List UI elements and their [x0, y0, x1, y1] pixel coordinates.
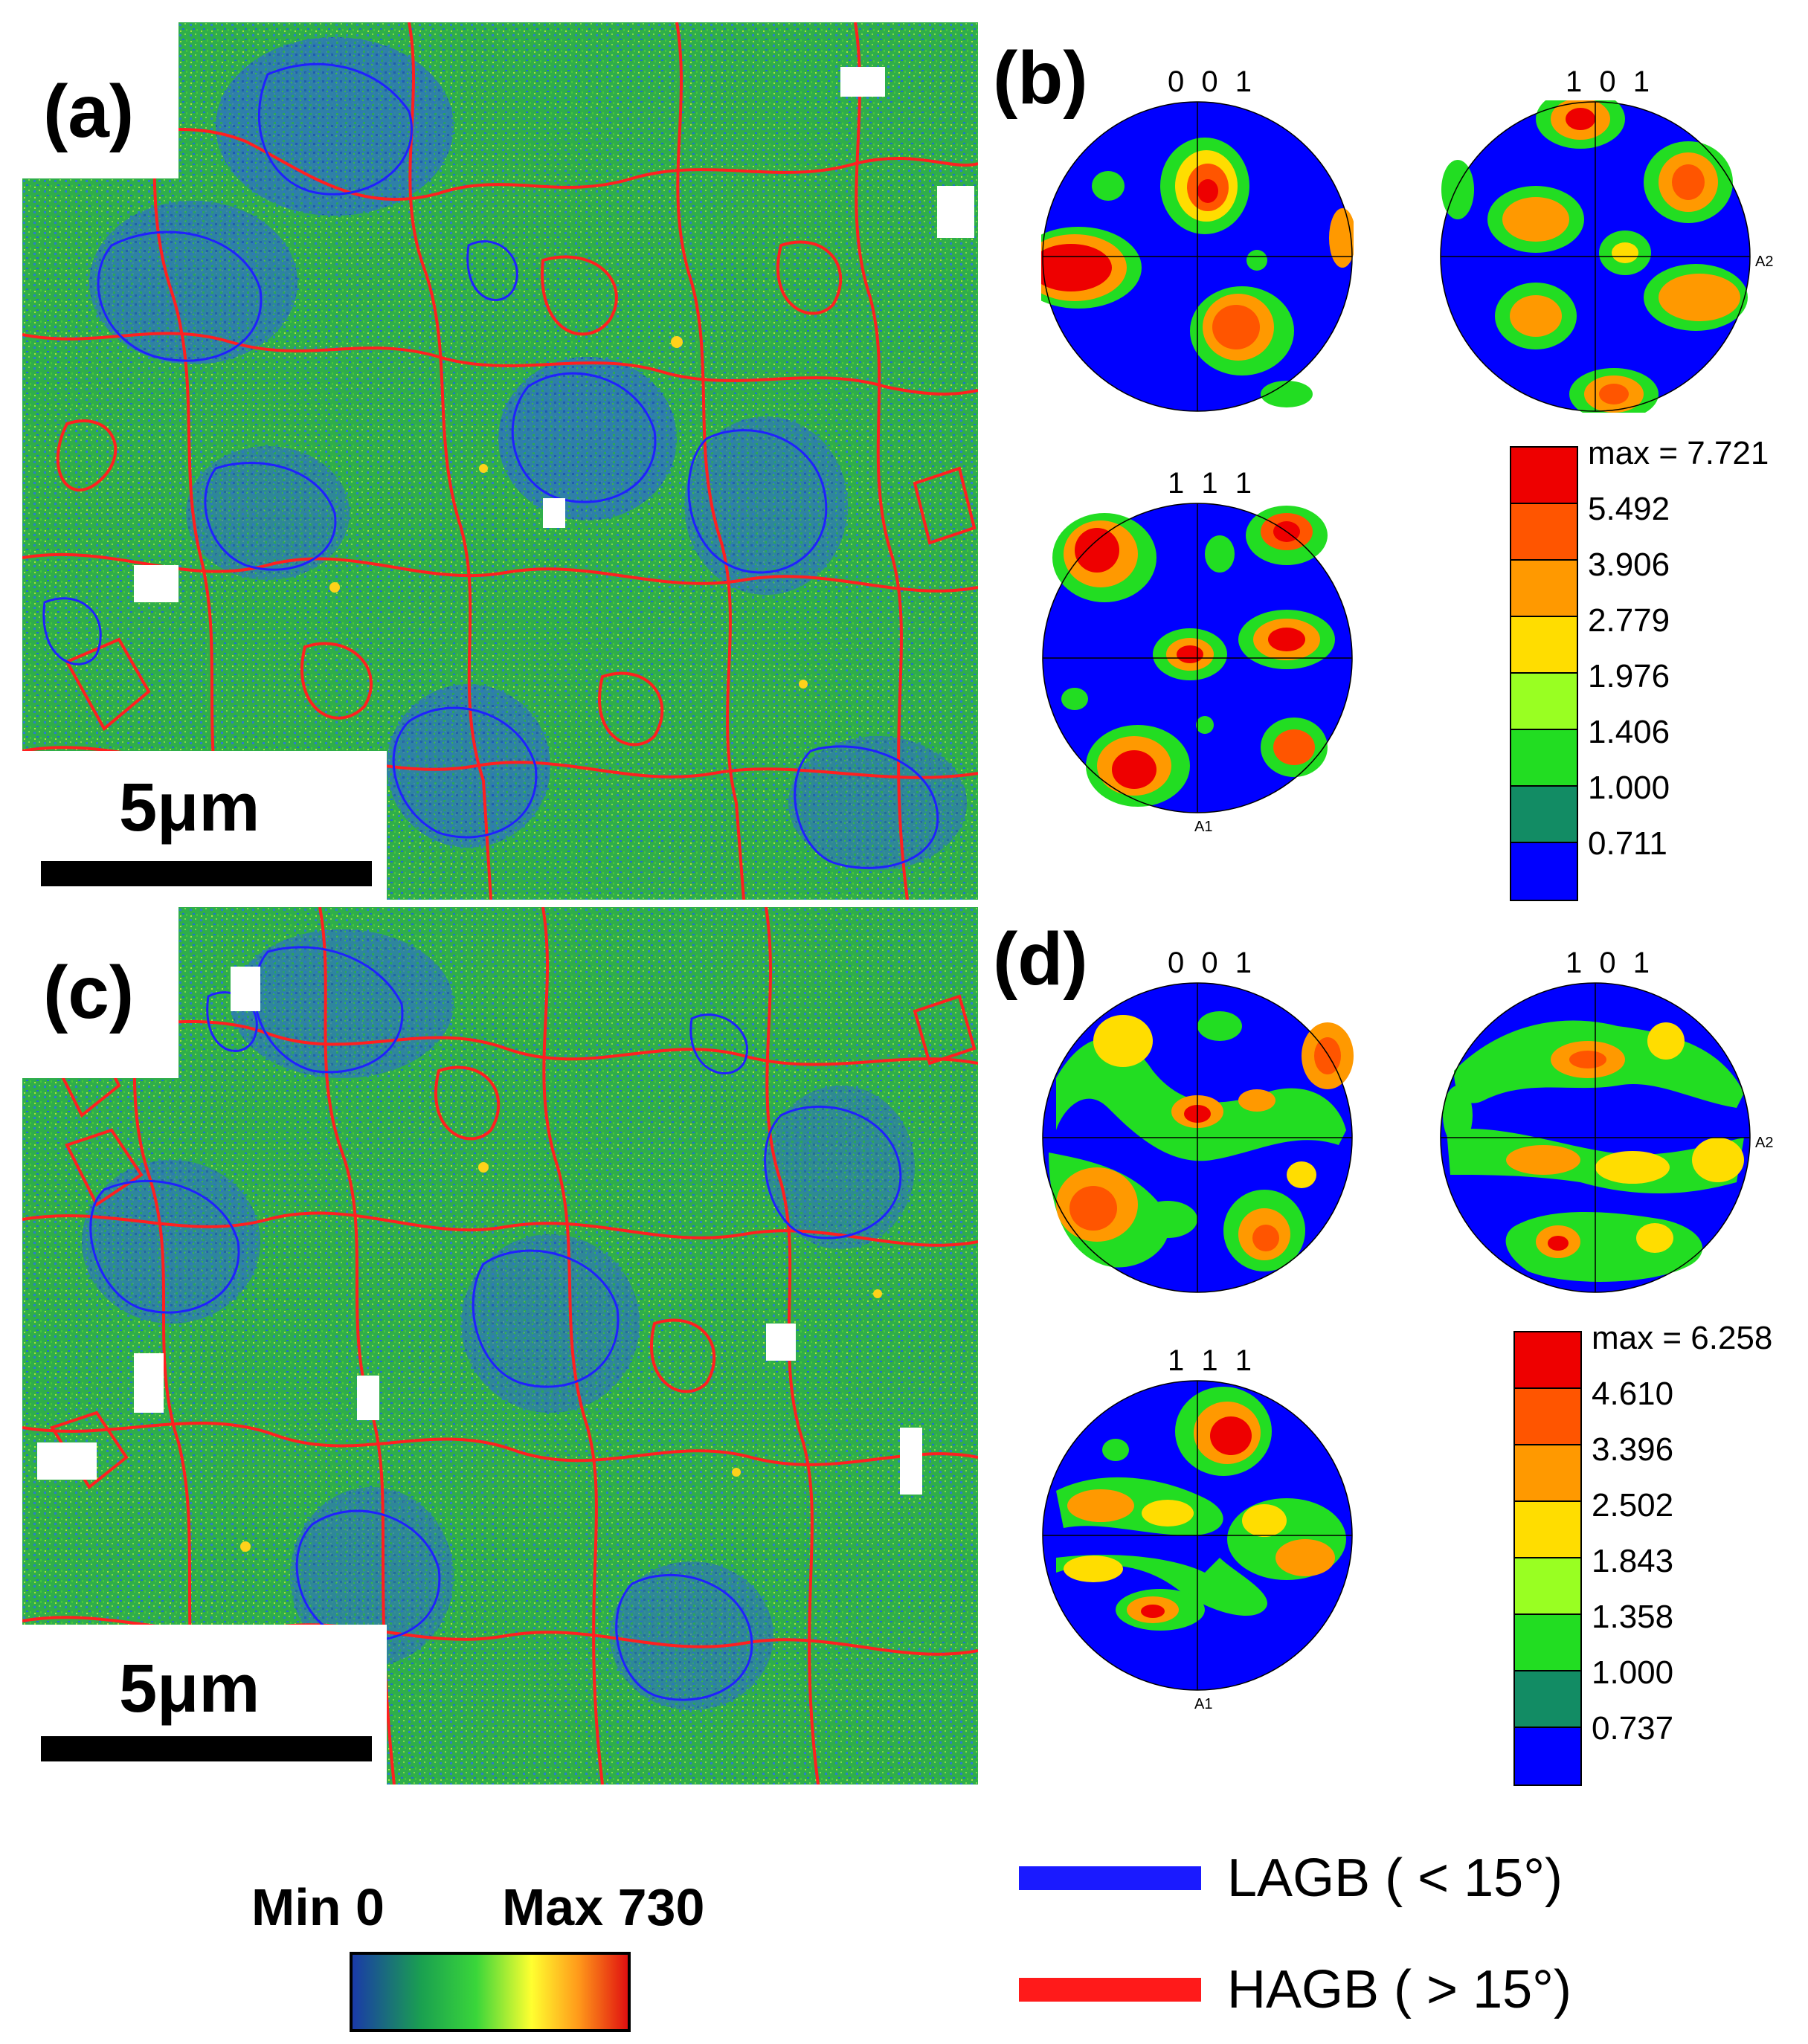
panel-label-b: (b)	[993, 36, 1088, 120]
colorbar-b-label-1: 5.492	[1588, 491, 1670, 527]
colorbar-d-level-2	[1515, 1671, 1580, 1728]
colorbar-b-label-3: 2.779	[1588, 602, 1670, 639]
pole-figure-b-001	[1041, 101, 1354, 412]
label-backdrop-c	[0, 900, 178, 1078]
colorbar-d-label-4: 1.843	[1592, 1543, 1674, 1579]
colorbar-d-level-3	[1515, 1615, 1580, 1671]
colorbar-d-level-5	[1515, 1502, 1580, 1558]
colorbar-b-label-6: 1.000	[1588, 770, 1670, 806]
pole-label-b-101: 1 0 1	[1566, 65, 1654, 98]
colorbar-b-level-7	[1511, 504, 1577, 561]
colorbar-d-level-6	[1515, 1445, 1580, 1502]
pole-figure-b-101	[1440, 100, 1751, 413]
colorbar-b-label-7: 0.711	[1588, 825, 1667, 862]
legend-lagb-label: LAGB ( < 15°)	[1227, 1848, 1563, 1908]
colorbar-d-label-2: 3.396	[1592, 1431, 1674, 1468]
pole-label-b-001: 0 0 1	[1168, 65, 1256, 98]
label-backdrop-a	[0, 0, 178, 178]
kam-colorbar	[350, 1952, 631, 2032]
kam-max-label: Max 730	[502, 1878, 705, 1936]
colorbar-d-label-1: 4.610	[1592, 1376, 1674, 1412]
scalebar-a	[41, 861, 372, 886]
legend-hagb-swatch	[1019, 1978, 1201, 2002]
scalebar-label-a: 5μm	[119, 770, 260, 845]
colorbar-d-label-0: max = 6.258	[1592, 1320, 1773, 1356]
pole-label-d-101: 1 0 1	[1566, 947, 1654, 979]
panel-label-c: (c)	[43, 951, 135, 1034]
axis-label-b-a1: A1	[1194, 819, 1213, 835]
panel-label-d: (d)	[993, 918, 1088, 1001]
colorbar-d-label-3: 2.502	[1592, 1487, 1674, 1524]
kam-min-label: Min 0	[251, 1878, 385, 1936]
colorbar-b-level-6	[1511, 561, 1577, 617]
colorbar-b-label-4: 1.976	[1588, 658, 1670, 694]
colorbar-b-label-5: 1.406	[1588, 714, 1670, 750]
pole-label-d-111: 1 1 1	[1168, 1344, 1256, 1377]
colorbar-b-label-2: 3.906	[1588, 547, 1670, 583]
colorbar-b-level-8	[1511, 448, 1577, 504]
colorbar-d-level-7	[1515, 1389, 1580, 1445]
pole-label-b-111: 1 1 1	[1168, 467, 1256, 500]
colorbar-d-label-5: 1.358	[1592, 1599, 1674, 1635]
colorbar-b	[1510, 446, 1578, 901]
colorbar-b-level-5	[1511, 617, 1577, 674]
axis-label-b-a2: A2	[1755, 254, 1774, 270]
pole-figure-d-101	[1440, 982, 1751, 1293]
legend-hagb-label: HAGB ( > 15°)	[1227, 1960, 1571, 2019]
pole-label-d-001: 0 0 1	[1168, 947, 1256, 979]
axis-label-d-a2: A2	[1755, 1135, 1774, 1151]
panel-label-a: (a)	[43, 70, 135, 153]
colorbar-b-level-3	[1511, 730, 1577, 787]
pole-figure-b-111	[1042, 503, 1353, 813]
scalebar-c	[41, 1736, 372, 1761]
pole-figure-d-111	[1042, 1380, 1353, 1691]
pole-figure-d-001	[1042, 982, 1354, 1293]
axis-label-d-a1: A1	[1194, 1696, 1213, 1712]
colorbar-d-label-6: 1.000	[1592, 1654, 1674, 1691]
colorbar-d-level-8	[1515, 1332, 1580, 1389]
scalebar-label-c: 5μm	[119, 1651, 260, 1727]
legend-lagb-swatch	[1019, 1866, 1201, 1890]
colorbar-d-label-7: 0.737	[1592, 1710, 1674, 1747]
colorbar-d	[1513, 1331, 1582, 1786]
colorbar-b-level-1	[1511, 843, 1577, 900]
colorbar-d-level-1	[1515, 1728, 1580, 1785]
colorbar-b-level-2	[1511, 787, 1577, 843]
colorbar-b-label-0: max = 7.721	[1588, 435, 1769, 471]
colorbar-d-level-4	[1515, 1558, 1580, 1615]
colorbar-b-level-4	[1511, 674, 1577, 730]
